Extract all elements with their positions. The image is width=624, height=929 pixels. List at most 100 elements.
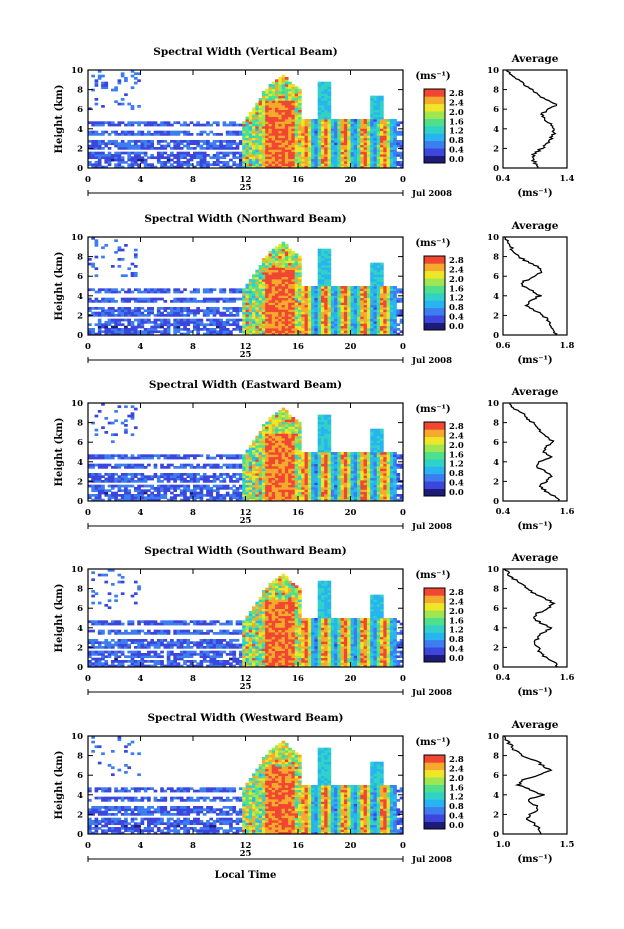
heatmap-cell <box>245 140 250 143</box>
heatmap-cell <box>298 311 302 315</box>
heatmap-cell <box>275 128 279 132</box>
heatmap-cell <box>396 300 401 303</box>
heatmap-cell <box>196 154 200 157</box>
heatmap-cell <box>101 130 105 134</box>
heatmap-cell <box>255 161 260 164</box>
heatmap-cell <box>199 487 204 490</box>
heatmap-cell <box>222 321 227 324</box>
heatmap-cell <box>186 309 191 313</box>
heatmap-cell <box>320 114 325 118</box>
heatmap-cell <box>304 328 309 331</box>
heatmap-cell <box>268 267 273 271</box>
heatmap-cell <box>324 258 328 261</box>
heatmap-cell <box>248 283 253 287</box>
heatmap-cell <box>294 135 299 139</box>
heatmap-cell <box>160 496 164 500</box>
heatmap-cell <box>193 456 197 460</box>
heatmap-cell <box>166 156 171 160</box>
heatmap-cell <box>268 330 273 334</box>
heatmap-cell <box>258 119 263 122</box>
heatmap-cell <box>337 119 342 122</box>
heatmap-cell <box>166 130 171 134</box>
heatmap-cell <box>268 419 273 423</box>
heatmap-cell <box>124 311 128 315</box>
heatmap-cell <box>248 158 253 162</box>
heatmap-cell <box>245 126 250 129</box>
heatmap-cell <box>127 123 132 127</box>
average-profile-line <box>504 236 558 336</box>
heatmap-cell <box>317 151 322 155</box>
heatmap-cell <box>124 428 128 432</box>
heatmap-cell <box>320 126 325 129</box>
heatmap-cell <box>281 297 286 301</box>
heatmap-cell <box>291 290 296 294</box>
heatmap-cell <box>284 309 289 313</box>
heatmap-cell <box>212 330 217 334</box>
heatmap-cell <box>140 130 145 134</box>
heatmap-cell <box>275 316 279 320</box>
heatmap-cell <box>393 161 397 164</box>
heatmap-cell <box>120 158 125 162</box>
heatmap-cell <box>130 107 135 111</box>
heatmap-cell <box>248 487 253 490</box>
heatmap-cell <box>281 133 286 136</box>
heatmap-cell <box>324 332 328 336</box>
heatmap-cell <box>317 116 322 120</box>
heatmap-cell <box>320 316 325 320</box>
heatmap-cell <box>353 316 358 320</box>
heatmap-cell <box>196 494 200 497</box>
heatmap-cell <box>252 144 256 148</box>
heatmap-cell <box>311 165 315 169</box>
heatmap-cell <box>347 316 351 320</box>
heatmap-cell <box>281 260 286 264</box>
heatmap-cell <box>252 123 256 127</box>
heatmap-cell <box>383 321 387 324</box>
heatmap-cell <box>363 156 368 160</box>
y-tick-label: 0 <box>77 164 83 174</box>
heatmap-cell <box>160 144 164 148</box>
heatmap-cell <box>124 123 128 127</box>
heatmap-cell <box>284 421 289 425</box>
heatmap-cell <box>117 405 122 409</box>
heatmap-cell <box>317 144 322 148</box>
heatmap-cell <box>232 484 237 488</box>
heatmap-cell <box>179 480 184 483</box>
heatmap-cell <box>140 454 145 458</box>
heatmap-cell <box>88 323 92 327</box>
heatmap-cell <box>281 130 286 134</box>
heatmap-cell <box>212 475 217 479</box>
heatmap-cell <box>284 105 289 108</box>
heatmap-cell <box>147 307 151 310</box>
heatmap-cell <box>242 302 246 306</box>
heatmap-cell <box>160 123 164 127</box>
heatmap-cell <box>366 307 371 310</box>
heatmap-cell <box>383 149 387 153</box>
heatmap-cell <box>291 158 296 162</box>
heatmap-cell <box>275 288 279 292</box>
heatmap-cell <box>252 318 256 322</box>
heatmap-cell <box>242 459 246 462</box>
heatmap-cell <box>140 133 145 136</box>
heatmap-cell <box>117 123 122 127</box>
heatmap-cell <box>219 475 223 479</box>
heatmap-cell <box>173 130 177 134</box>
heatmap-cell <box>291 304 296 308</box>
heatmap-cell <box>242 491 246 495</box>
x-tick-label: 8 <box>190 175 196 185</box>
heatmap-cell <box>258 321 263 324</box>
heatmap-cell <box>278 255 282 259</box>
heatmap-cell <box>311 325 315 329</box>
heatmap-cell <box>376 98 381 101</box>
heatmap-cell <box>215 158 220 162</box>
heatmap-cell <box>232 456 237 460</box>
heatmap-cell <box>284 475 289 479</box>
heatmap-cell <box>399 165 404 169</box>
heatmap-cell <box>298 276 302 280</box>
heatmap-cell <box>281 274 286 278</box>
heatmap-cell <box>334 147 338 150</box>
heatmap-cell <box>298 88 302 92</box>
heatmap-cell <box>376 290 381 294</box>
heatmap-cell <box>284 496 289 500</box>
heatmap-cell <box>278 267 282 271</box>
heatmap-cell <box>163 489 168 493</box>
